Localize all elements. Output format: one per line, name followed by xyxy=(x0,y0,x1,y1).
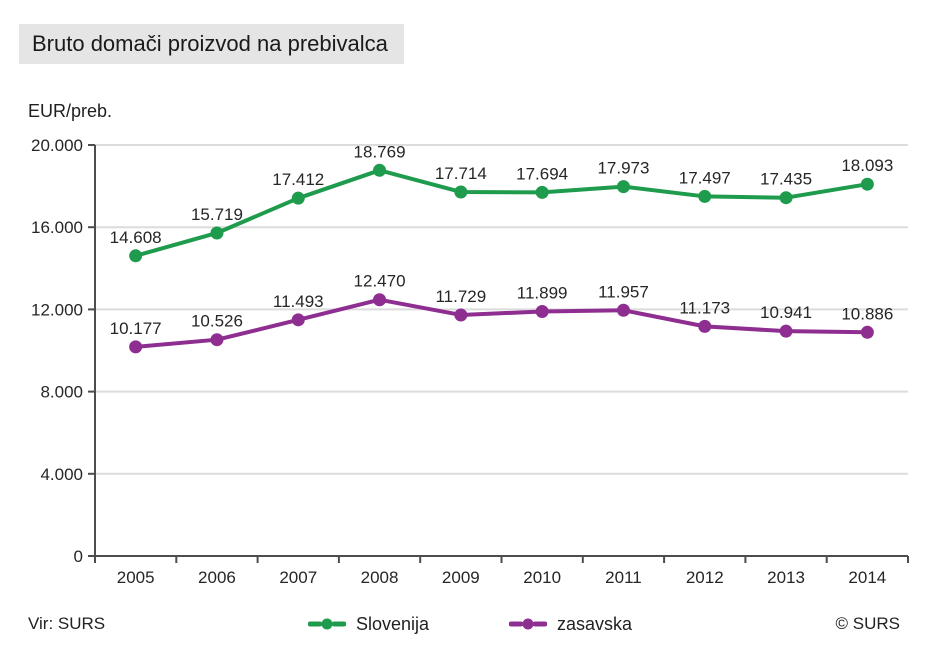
x-tick-labels: 2005 2006 2007 2008 2009 2010 2011 2012 2013 2014 xyxy=(117,568,887,587)
svg-text:2014: 2014 xyxy=(848,568,886,587)
svg-text:17.497: 17.497 xyxy=(679,168,731,187)
svg-text:11.899: 11.899 xyxy=(517,283,568,302)
svg-text:17.412: 17.412 xyxy=(272,170,324,189)
legend-label-slovenija: Slovenija xyxy=(355,613,429,634)
data-labels-slovenija: 14.608 15.719 17.412 18.769 17.714 17.694 17.9… xyxy=(110,142,894,247)
svg-text:10.886: 10.886 xyxy=(841,304,893,323)
svg-text:12.000: 12.000 xyxy=(31,300,83,319)
svg-text:15.719: 15.719 xyxy=(191,205,243,224)
svg-text:11.729: 11.729 xyxy=(435,287,486,306)
series-markers-zasavska xyxy=(129,293,874,354)
svg-text:12.470: 12.470 xyxy=(354,272,406,291)
svg-text:2006: 2006 xyxy=(198,568,236,587)
copyright-label: © SURS xyxy=(835,614,900,633)
svg-text:17.694: 17.694 xyxy=(516,164,568,183)
page-title-text: Bruto domači proizvod na prebivalca xyxy=(32,31,388,56)
svg-text:18.769: 18.769 xyxy=(354,142,406,161)
y-axis-unit-label: EUR/preb. xyxy=(28,101,113,121)
svg-text:4.000: 4.000 xyxy=(40,465,83,484)
y-tick-labels: 20.000 16.000 12.000 8.000 4.000 0 xyxy=(31,136,83,566)
legend-item-slovenija: Slovenija xyxy=(307,613,429,635)
legend-marker-slovenija-icon xyxy=(307,617,346,631)
svg-text:16.000: 16.000 xyxy=(31,218,83,237)
svg-text:0: 0 xyxy=(74,547,83,566)
svg-text:2012: 2012 xyxy=(686,568,724,587)
chart-legend: Slovenija zasavska xyxy=(0,610,940,638)
svg-text:2005: 2005 xyxy=(117,568,155,587)
data-labels-zasavska: 10.177 10.526 11.493 12.470 11.729 11.899 11.9… xyxy=(110,272,894,338)
svg-text:17.973: 17.973 xyxy=(597,159,649,178)
svg-text:2011: 2011 xyxy=(605,568,642,587)
legend-marker-zasavska-icon xyxy=(509,617,547,631)
svg-text:17.435: 17.435 xyxy=(760,170,812,189)
series-markers-slovenija xyxy=(129,163,874,263)
svg-text:11.957: 11.957 xyxy=(598,282,649,301)
svg-text:17.714: 17.714 xyxy=(435,164,487,183)
svg-text:11.493: 11.493 xyxy=(273,292,324,311)
svg-text:10.177: 10.177 xyxy=(110,319,162,338)
source-label: Vir: SURS xyxy=(28,614,106,633)
page-title: Bruto domači proizvod na prebivalca xyxy=(19,24,404,64)
svg-text:10.526: 10.526 xyxy=(191,312,243,331)
svg-text:10.941: 10.941 xyxy=(760,303,812,322)
svg-text:2009: 2009 xyxy=(442,568,480,587)
series-line-slovenija xyxy=(133,168,870,258)
legend-label-zasavska: zasavska xyxy=(557,613,633,634)
series-line-zasavska xyxy=(133,297,870,349)
svg-text:2007: 2007 xyxy=(279,568,317,587)
svg-text:2010: 2010 xyxy=(523,568,561,587)
svg-text:14.608: 14.608 xyxy=(110,228,162,247)
legend-item-zasavska: zasavska xyxy=(509,614,632,635)
svg-text:2008: 2008 xyxy=(361,568,399,587)
svg-text:11.173: 11.173 xyxy=(679,298,730,317)
axes xyxy=(88,144,909,563)
svg-text:20.000: 20.000 xyxy=(31,136,83,155)
svg-text:18.093: 18.093 xyxy=(841,156,893,175)
svg-text:2013: 2013 xyxy=(767,568,805,587)
svg-text:8.000: 8.000 xyxy=(40,383,83,402)
